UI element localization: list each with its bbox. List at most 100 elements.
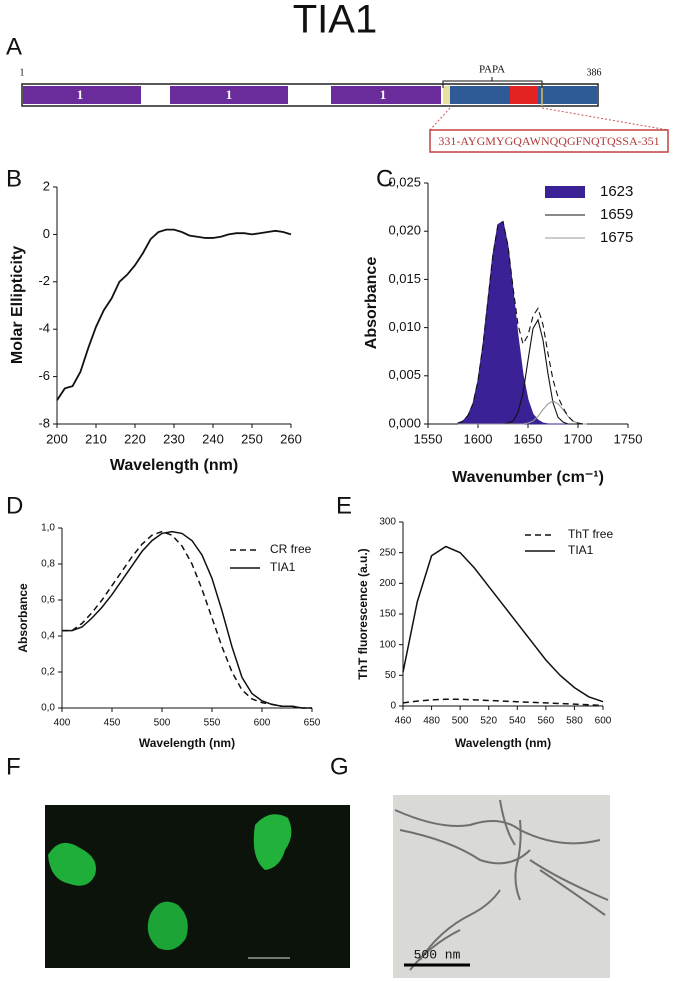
y-tick-label: -4 (38, 321, 50, 336)
x-tick-label: 500 (452, 716, 469, 727)
fibril (419, 889, 501, 961)
x-tick-label: 500 (154, 718, 171, 729)
panel-label: C (376, 165, 393, 192)
y-axis-label: Absorbance (16, 583, 30, 653)
x-tick-label: 220 (124, 432, 146, 447)
fibril (399, 829, 531, 865)
y-axis-label: Molar Ellipticity (9, 246, 26, 364)
position-label: 1 (20, 67, 25, 78)
fibril (539, 869, 606, 916)
region (443, 86, 450, 104)
fibril (394, 809, 601, 845)
x-tick-label: 600 (595, 716, 612, 727)
figure-title: TIA1 (293, 0, 377, 42)
x-tick-label: 210 (85, 432, 107, 447)
y-tick-label: 100 (379, 639, 396, 650)
x-tick-label: 1600 (464, 432, 493, 447)
x-tick-label: 250 (241, 432, 263, 447)
tem-image: 500 nm (393, 795, 610, 978)
domain (170, 86, 288, 104)
protein-diagram: 1 386 PAPA 1 1 1 331-AYGMYGQAWNQQGFNQTQS… (20, 64, 669, 153)
domain (23, 86, 141, 104)
x-tick-label: 650 (304, 718, 321, 729)
domain-label: 1 (77, 87, 84, 102)
scale-bar-label: 500 nm (414, 947, 461, 962)
x-tick-label: 600 (254, 718, 271, 729)
x-tick-label: 400 (54, 718, 71, 729)
aggregate (48, 842, 96, 886)
y-tick-label: 0,010 (388, 319, 421, 334)
x-tick-label: 260 (280, 432, 302, 447)
line (56, 228, 292, 401)
x-tick-label: 1550 (414, 432, 443, 447)
domain (331, 86, 441, 104)
line (457, 220, 588, 425)
legend-label: ThT free (568, 527, 613, 541)
x-axis-label: Wavenumber (cm⁻¹) (452, 469, 604, 486)
y-tick-label: 0,6 (41, 595, 55, 606)
legend-label: 1675 (600, 229, 633, 246)
y-tick-label: 150 (379, 609, 396, 620)
line (402, 545, 604, 703)
y-tick-label: 300 (379, 517, 396, 528)
y-tick-label: 1,0 (41, 523, 55, 534)
legend-label: TIA1 (568, 543, 594, 557)
panel-label: E (336, 492, 352, 519)
domain-label: 1 (380, 87, 387, 102)
x-tick-label: 520 (480, 716, 497, 727)
fibril (499, 799, 516, 846)
panel-label: A (6, 33, 22, 60)
motif-label: PAPA (479, 64, 505, 76)
domain-label: 1 (226, 87, 233, 102)
panel-label: G (330, 753, 349, 780)
motif-bracket (442, 77, 543, 88)
x-axis-label: Wavelength (nm) (139, 736, 235, 750)
y-tick-label: 0,2 (41, 667, 55, 678)
y-tick-label: -8 (38, 415, 50, 430)
legend-label: 1623 (600, 183, 633, 200)
fibril (514, 819, 522, 901)
x-tick-label: 240 (202, 432, 224, 447)
zoom-line (429, 107, 451, 131)
x-tick-label: 1750 (614, 432, 643, 447)
y-tick-label: 2 (43, 178, 50, 193)
aggregate (147, 901, 188, 951)
y-tick-label: 0,8 (41, 559, 55, 570)
y-tick-label: 0,000 (388, 415, 421, 430)
x-tick-label: 480 (423, 716, 440, 727)
peptide-box (429, 129, 669, 153)
aggregate (253, 814, 292, 870)
y-tick-label: 0,4 (41, 631, 55, 642)
fluorescence-image (45, 805, 350, 968)
line (402, 698, 604, 707)
y-axis-label: Absorbance (363, 257, 380, 350)
x-tick-label: 540 (509, 716, 526, 727)
y-tick-label: -6 (38, 368, 50, 383)
x-tick-label: 1650 (514, 432, 543, 447)
legend-label: 1659 (600, 206, 633, 223)
x-axis-label: Wavelength (nm) (110, 457, 238, 474)
x-tick-label: 200 (46, 432, 68, 447)
y-axis-label: ThT fluorescence (a.u.) (356, 548, 370, 679)
panel-label: B (6, 165, 22, 192)
y-tick-label: 50 (385, 670, 397, 681)
x-axis-label: Wavelength (nm) (455, 736, 551, 750)
x-tick-label: 450 (104, 718, 121, 729)
x-tick-label: 560 (538, 716, 555, 727)
y-tick-label: 0,0 (41, 703, 55, 714)
peptide-region (510, 86, 538, 104)
fibril (529, 859, 609, 901)
x-tick-label: 550 (204, 718, 221, 729)
x-tick-label: 230 (163, 432, 185, 447)
peptide-sequence: 331-AYGMYGQAWNQQGFNQTQSSA-351 (438, 134, 659, 148)
panel-label: F (6, 753, 21, 780)
y-tick-label: 0,005 (388, 367, 421, 382)
line (62, 530, 312, 709)
y-tick-label: 250 (379, 547, 396, 558)
legend-label: CR free (270, 542, 312, 556)
y-tick-label: 200 (379, 578, 396, 589)
y-tick-label: 0,015 (388, 271, 421, 286)
x-tick-label: 580 (566, 716, 583, 727)
